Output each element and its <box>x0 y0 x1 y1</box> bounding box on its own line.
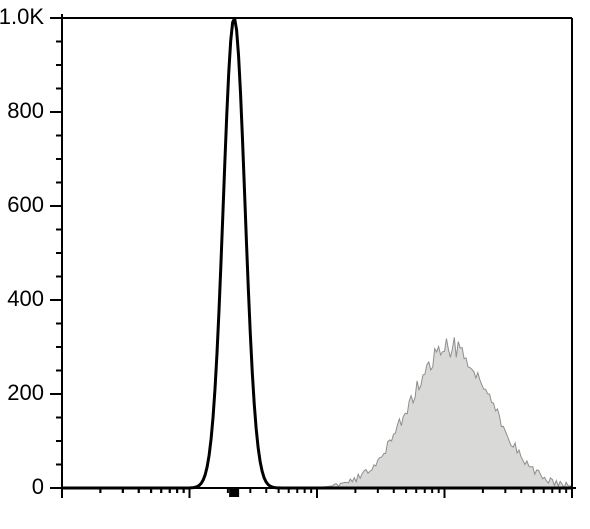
flow-histogram-chart: 0 200 400 600 800 1.0K <box>0 0 590 529</box>
x-axis-marker <box>229 489 239 497</box>
y-tick-label: 600 <box>7 192 44 217</box>
y-tick-label: 400 <box>7 286 44 311</box>
y-tick-label: 200 <box>7 380 44 405</box>
y-tick-label: 0 <box>32 474 44 499</box>
y-tick-label: 1.0K <box>0 4 44 29</box>
y-tick-label: 800 <box>7 98 44 123</box>
chart-svg: 0 200 400 600 800 1.0K <box>0 0 590 529</box>
